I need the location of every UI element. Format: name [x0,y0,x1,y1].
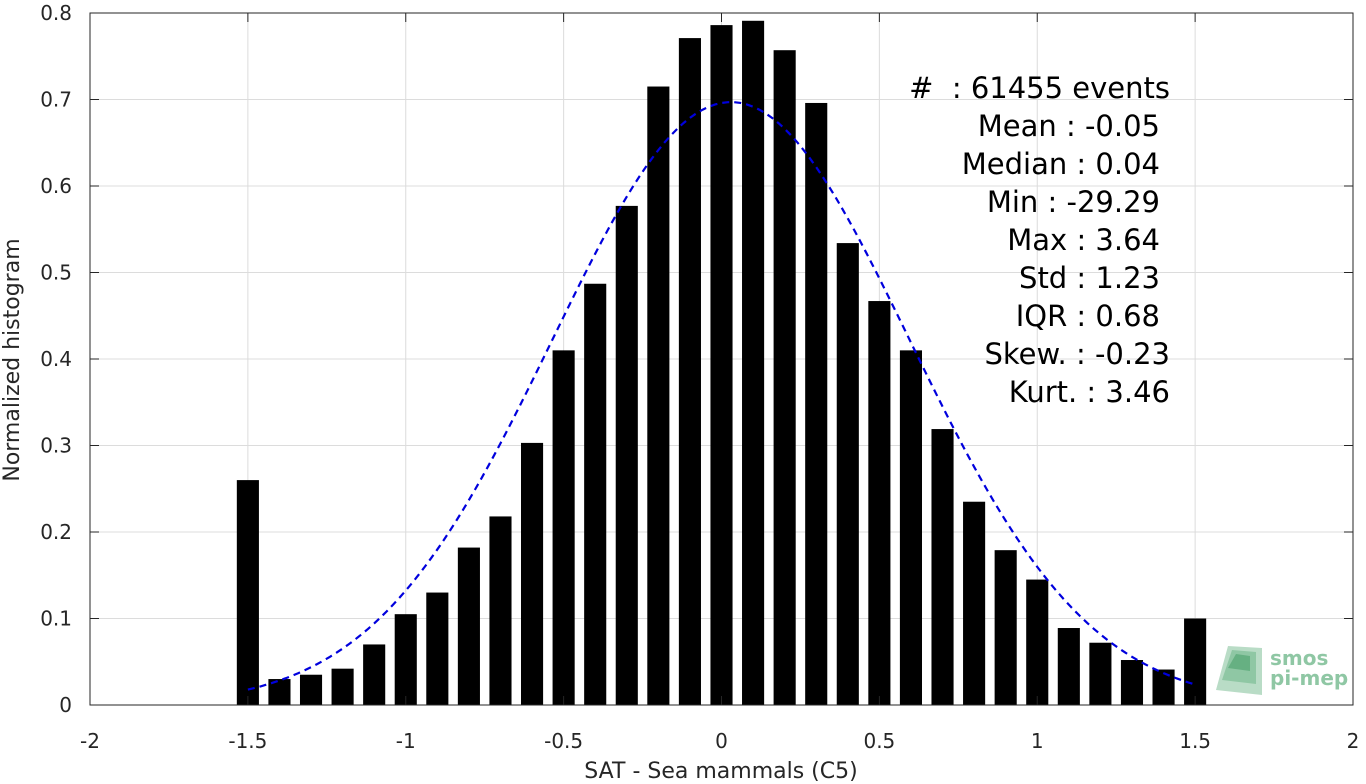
y-tick-label: 0.3 [40,434,72,458]
histogram-bar [1089,642,1112,705]
x-tick-label: -0.5 [544,729,583,753]
y-tick-label: 0.5 [40,261,72,285]
histogram-bar [1057,628,1080,705]
histogram-bar [489,516,512,705]
histogram-bar [678,38,701,705]
histogram-bar [615,205,638,705]
histogram-bar [931,429,954,705]
histogram-bar [1152,669,1175,705]
histogram-bar [520,442,544,705]
x-tick-label: -2 [80,729,100,753]
stat-line: IQR : 0.68 [1016,299,1160,333]
histogram-bar [363,644,386,705]
histogram-bar [584,283,607,705]
histogram-bar [268,679,291,705]
x-axis-label: SAT - Sea mammals (C5) [584,759,857,784]
y-tick-label: 0.7 [40,88,72,112]
statistics-block: # : 61455 events Mean : -0.05 Median : 0.0… [909,71,1170,409]
x-tick-labels: -2 -1.5 -1 -0.5 0 0.5 1 1.5 2 [80,729,1359,753]
x-tick-label: 1.5 [1179,729,1211,753]
histogram-bar [457,547,480,705]
histogram-bar [773,50,796,705]
y-axis-label: Normalized histogram [0,238,25,481]
y-tick-label: 0.4 [40,347,72,371]
fit-curve [247,101,1196,691]
histogram-bar [1184,618,1207,705]
y-tick-labels: 0 0.1 0.2 0.3 0.4 0.5 0.6 0.7 0.8 [40,1,72,717]
stat-line: # : 61455 events [909,71,1170,105]
stat-line: Median : 0.04 [962,147,1160,181]
x-tick-label: 0.5 [863,729,895,753]
histogram-bar [394,614,417,705]
histogram-bar [647,86,670,705]
histogram-bar [836,243,859,705]
axes-box [89,12,1354,706]
logo-text-smos: smos [1270,646,1328,670]
x-tick-label: -1 [396,729,416,753]
stat-line: Kurt. : 3.46 [1009,375,1170,409]
histogram-bars [236,20,1207,706]
histogram-bar [868,301,891,705]
histogram-bar [299,674,323,705]
stat-line: Mean : -0.05 [978,109,1160,143]
smos-pimep-logo: smos pi-mep [1216,646,1348,695]
x-tick-label: 1 [1031,729,1044,753]
y-tick-label: 0.2 [40,520,72,544]
stat-line: Max : 3.64 [1007,223,1160,257]
stat-line: Skew. : -0.23 [984,337,1170,371]
histogram-bar [994,550,1017,705]
histogram-bar [426,592,449,705]
histogram-bar [552,350,575,705]
logo-wave-icon [1216,646,1262,695]
x-tick-label: 2 [1347,729,1360,753]
y-tick-label: 0 [59,693,72,717]
y-tick-label: 0.1 [40,607,72,631]
histogram-bar [331,668,354,705]
histogram-bar [1026,579,1049,705]
y-tick-label: 0.8 [40,1,72,25]
histogram-bar [710,25,733,706]
histogram-bar [805,102,828,705]
stat-line: Std : 1.23 [1019,261,1160,295]
logo-text-pimep: pi-mep [1270,666,1348,690]
stat-line: Min : -29.29 [987,185,1160,219]
histogram-bar [1120,660,1144,705]
histogram-bar [899,350,923,705]
x-tick-label: 0 [715,729,728,753]
histogram-bar [963,501,986,705]
histogram-bar [236,480,259,705]
histogram-bar [742,20,765,706]
x-tick-label: -1.5 [228,729,267,753]
y-tick-label: 0.6 [40,174,72,198]
